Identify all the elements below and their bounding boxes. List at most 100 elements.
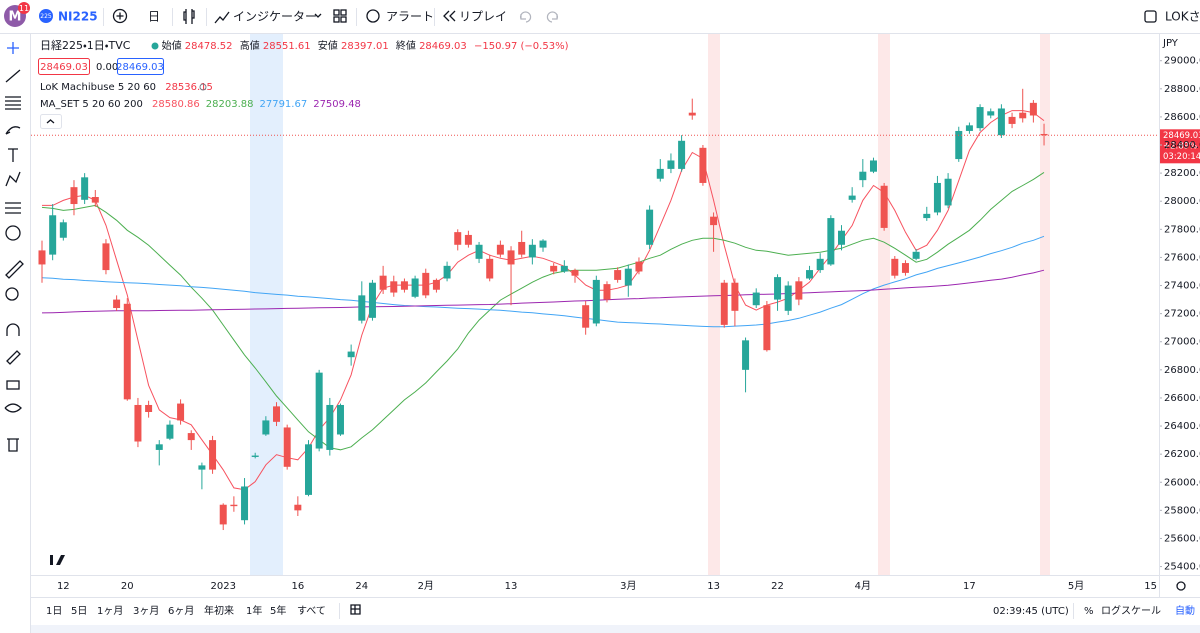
notification-count: 11 [19,4,29,13]
trend-line-tool[interactable] [5,69,21,83]
range-button[interactable]: 1ヶ月 [97,605,123,617]
highlight-band [878,34,890,575]
x-tick-label: 15 [1144,581,1157,592]
range-button[interactable]: 3ヶ月 [133,605,159,617]
indicator-value: 28203.88 [206,99,254,110]
candle-body [113,299,121,309]
undo-button[interactable] [520,11,532,23]
x-tick-label: 3月 [620,580,636,592]
log-scale-toggle[interactable]: ログスケール [1101,604,1161,617]
alert-button[interactable]: アラート [386,10,434,24]
auto-scale-toggle[interactable]: 自動 [1175,604,1195,617]
range-button[interactable]: 1日 [46,606,62,617]
indicator-name: LoK Machibuse 5 20 60 [40,82,156,93]
x-tick-label: 2月 [418,580,434,592]
indicator-value: 28580.86 [152,99,200,110]
zoom-tool[interactable] [5,287,19,301]
candle-body [305,444,312,495]
chart-style-button[interactable] [183,9,195,24]
replay-button[interactable]: リプレイ [459,10,507,24]
candle-body [742,340,750,370]
ma-line [41,235,1045,328]
candle-body [155,444,163,450]
range-button[interactable]: すべて [297,605,326,617]
symbol[interactable]: NI225 [58,10,98,24]
candle-body [806,270,814,279]
indicator-legend: MA_SET 5 20 60 200 28580.86 28203.88 27791… [40,99,361,110]
candle-body [198,465,206,470]
layout-icon [333,16,340,23]
delete-tool[interactable] [7,438,19,452]
candle-body [774,277,782,300]
time-axis-settings[interactable] [1176,581,1186,591]
lock-tool[interactable] [6,380,20,390]
y-tick-label: 25400.00 [1164,562,1200,573]
price-tag: 28469.03+2.89%03:20:14 [1160,129,1200,164]
candle-body [763,305,771,351]
ask-box[interactable] [117,58,164,75]
candle-body [987,111,995,116]
candle-body [507,250,515,265]
fib-tool[interactable] [5,96,21,110]
range-button[interactable]: 年初来 [204,604,234,617]
visibility-tool[interactable] [4,403,22,413]
legend-low: 28397.01 [341,41,389,52]
candle-body [443,265,451,279]
candle-body [976,107,984,129]
market-status-dot [151,42,159,50]
candle-body [965,125,973,131]
legend-high: 28551.61 [263,41,311,52]
candle-body [230,504,238,507]
indicators-button[interactable]: インジケーター [233,10,317,24]
range-button[interactable]: 1年 [246,604,262,617]
symbol-icon [39,9,53,23]
text-tool[interactable] [8,148,18,162]
interval-button[interactable]: 日 [148,10,160,24]
y-tick-label: 27800.00 [1164,224,1200,235]
candle-body [635,261,643,272]
user-name[interactable]: LOKさ [1165,10,1200,24]
candle-body [624,268,632,286]
candle-body [209,440,217,470]
percent-toggle[interactable]: % [1084,606,1094,617]
pattern-tool[interactable] [5,171,21,187]
collapse-legend-button[interactable] [40,114,62,129]
candle-body [923,213,931,219]
clock: 02:39:45 (UTC) [993,606,1069,617]
plot-area [31,88,1159,531]
ask-price: 28469.03 [116,62,164,73]
user-checkbox[interactable] [1144,10,1157,23]
range-button[interactable]: 5日 [71,606,87,617]
y-tick-label: 27400.00 [1164,281,1200,292]
redo-button[interactable] [546,11,558,23]
candle-body [880,185,888,228]
layout-icon [340,16,347,23]
candle-body [262,420,270,435]
x-tick-label: 5月 [1068,580,1084,592]
indicator-value: 28536.15 [165,82,213,93]
x-tick-label: 24 [355,581,368,592]
candle-body [123,303,131,400]
date-range-button[interactable] [350,604,361,615]
dropdown-arrow[interactable] [314,13,322,18]
candle-body [432,279,440,290]
candle-body [496,244,504,255]
range-button[interactable]: 5年 [270,604,286,617]
add-symbol-button[interactable] [112,8,128,24]
prediction-tool[interactable] [5,202,21,214]
crosshair-tool[interactable] [7,42,19,54]
candle-body [315,372,323,449]
measure-tool[interactable] [5,260,24,279]
bid-box[interactable] [38,58,90,75]
magnet-tool[interactable] [6,323,20,336]
legend-close: 28469.03 [419,41,467,52]
candle-body [358,295,366,321]
brush-tool[interactable] [5,126,21,135]
candle-body [347,351,355,358]
icon-tool[interactable] [5,225,21,241]
x-tick-label: 2023 [210,581,235,592]
y-tick-label: 28800.00 [1164,84,1200,95]
range-button[interactable]: 6ヶ月 [168,605,194,617]
drawing-lock-tool[interactable] [6,350,21,365]
layout-icon[interactable] [333,9,340,16]
